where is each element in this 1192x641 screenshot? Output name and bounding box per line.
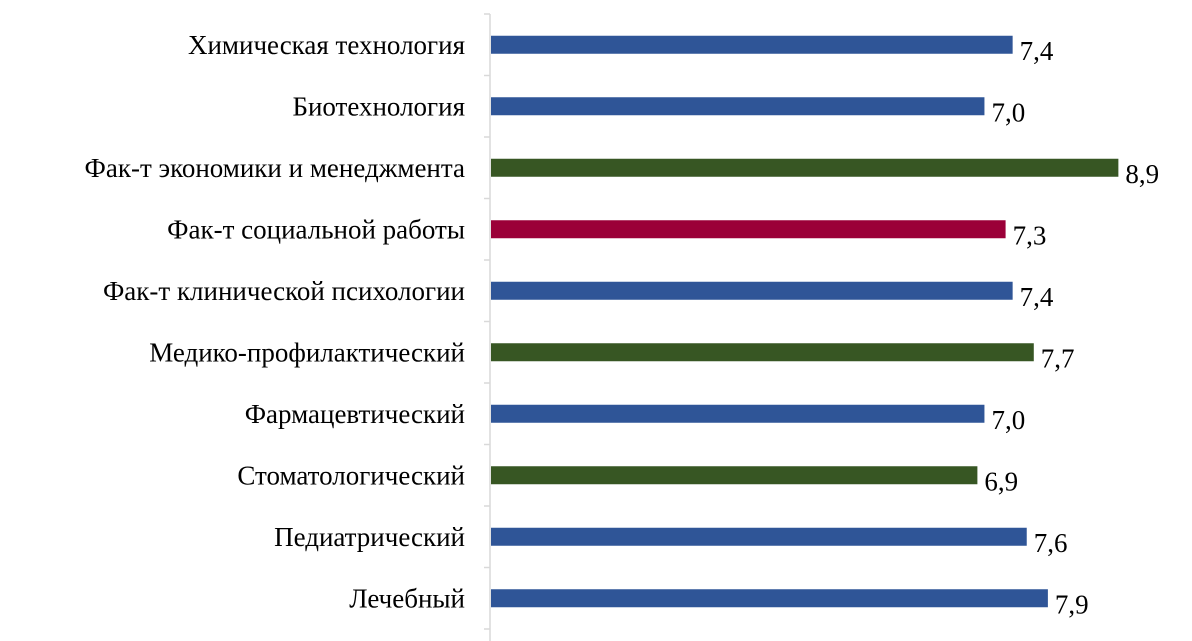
bars-group: [491, 35, 1119, 608]
value-label: 6,9: [984, 466, 1018, 496]
category-label: Фак-т экономики и менеджмента: [85, 153, 465, 183]
value-label: 7,6: [1034, 528, 1068, 558]
category-label: Химическая технология: [188, 30, 465, 60]
bar: [491, 97, 985, 116]
bar: [491, 343, 1034, 362]
category-label: Медико-профилактический: [149, 337, 465, 367]
value-label: 7,0: [991, 97, 1025, 127]
bar: [491, 527, 1027, 546]
value-label: 7,3: [1013, 220, 1047, 250]
bar: [491, 158, 1119, 177]
value-label: 8,9: [1125, 159, 1159, 189]
category-label: Фак-т клинической психологии: [103, 276, 465, 306]
bar: [491, 35, 1013, 54]
axis-ticks: [484, 13, 490, 630]
category-label: Фак-т социальной работы: [167, 214, 465, 244]
bar: [491, 220, 1006, 239]
value-label: 7,9: [1055, 589, 1089, 619]
category-label: Фармацевтический: [245, 399, 465, 429]
value-label: 7,7: [1041, 343, 1075, 373]
category-label: Биотехнология: [292, 91, 465, 121]
category-label: Лечебный: [349, 583, 465, 613]
bar: [491, 466, 978, 485]
category-labels: Химическая технология Биотехнология Фак-т …: [85, 30, 465, 614]
value-label: 7,4: [1020, 282, 1054, 312]
bar: [491, 404, 985, 423]
category-label: Педиатрический: [274, 522, 465, 552]
value-label: 7,0: [991, 405, 1025, 435]
value-labels: 7,4 7,0 8,9 7,3 7,4 7,7 7,0 6,9 7,6 7,9: [984, 36, 1159, 620]
bar: [491, 281, 1013, 300]
value-label: 7,4: [1020, 36, 1054, 66]
bar: [491, 589, 1048, 608]
category-label: Стоматологический: [237, 460, 465, 490]
